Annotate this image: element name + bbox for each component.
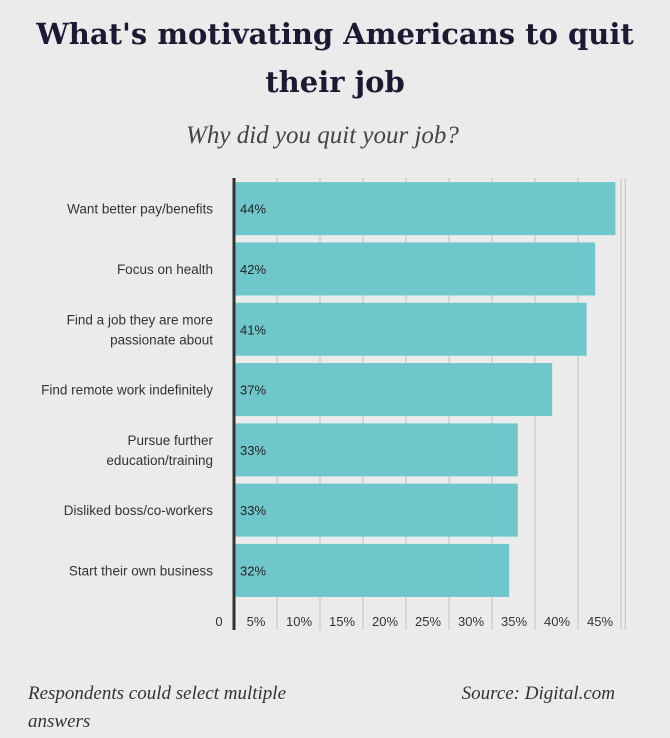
chart-subtitle: Why did you quit your job? [186,122,459,149]
data-label: 33% [240,443,266,458]
data-label: 33% [240,503,266,518]
category-label: Find remote work indefinitely [41,383,213,398]
data-label: 37% [240,383,266,398]
x-tick-label: 10% [286,614,312,629]
category-label: passionate about [110,332,213,347]
x-tick-label: 5% [247,614,266,629]
category-label: Start their own business [69,563,213,578]
category-label: education/training [106,453,213,468]
x-tick-label: 25% [415,614,441,629]
bar [234,363,553,417]
data-label: 44% [240,202,266,217]
category-label: Pursue further [127,433,213,448]
x-tick-label: 40% [544,614,570,629]
bar [234,543,510,597]
category-label: Focus on health [117,262,213,277]
bar [234,423,518,477]
bar [234,242,596,296]
source-note: Source: Digital.com [461,683,615,704]
x-tick-label: 45% [587,614,613,629]
category-label: Disliked boss/co-workers [64,503,214,518]
bar [234,483,518,537]
x-tick-label: 35% [501,614,527,629]
bar [234,302,587,356]
data-label: 41% [240,322,266,337]
x-tick-label: 20% [372,614,398,629]
category-label: Find a job they are more [67,312,213,327]
chart-title: What's motivating Americans to quit thei… [36,17,634,99]
data-label: 32% [240,563,266,578]
bar [234,182,616,236]
data-label: 42% [240,262,266,277]
x-tick-label: 0 [215,614,222,629]
x-tick-label: 30% [458,614,484,629]
footnote: Respondents could select multiple answer… [28,683,287,732]
x-tick-label: 15% [329,614,355,629]
category-label: Want better pay/benefits [67,202,213,217]
